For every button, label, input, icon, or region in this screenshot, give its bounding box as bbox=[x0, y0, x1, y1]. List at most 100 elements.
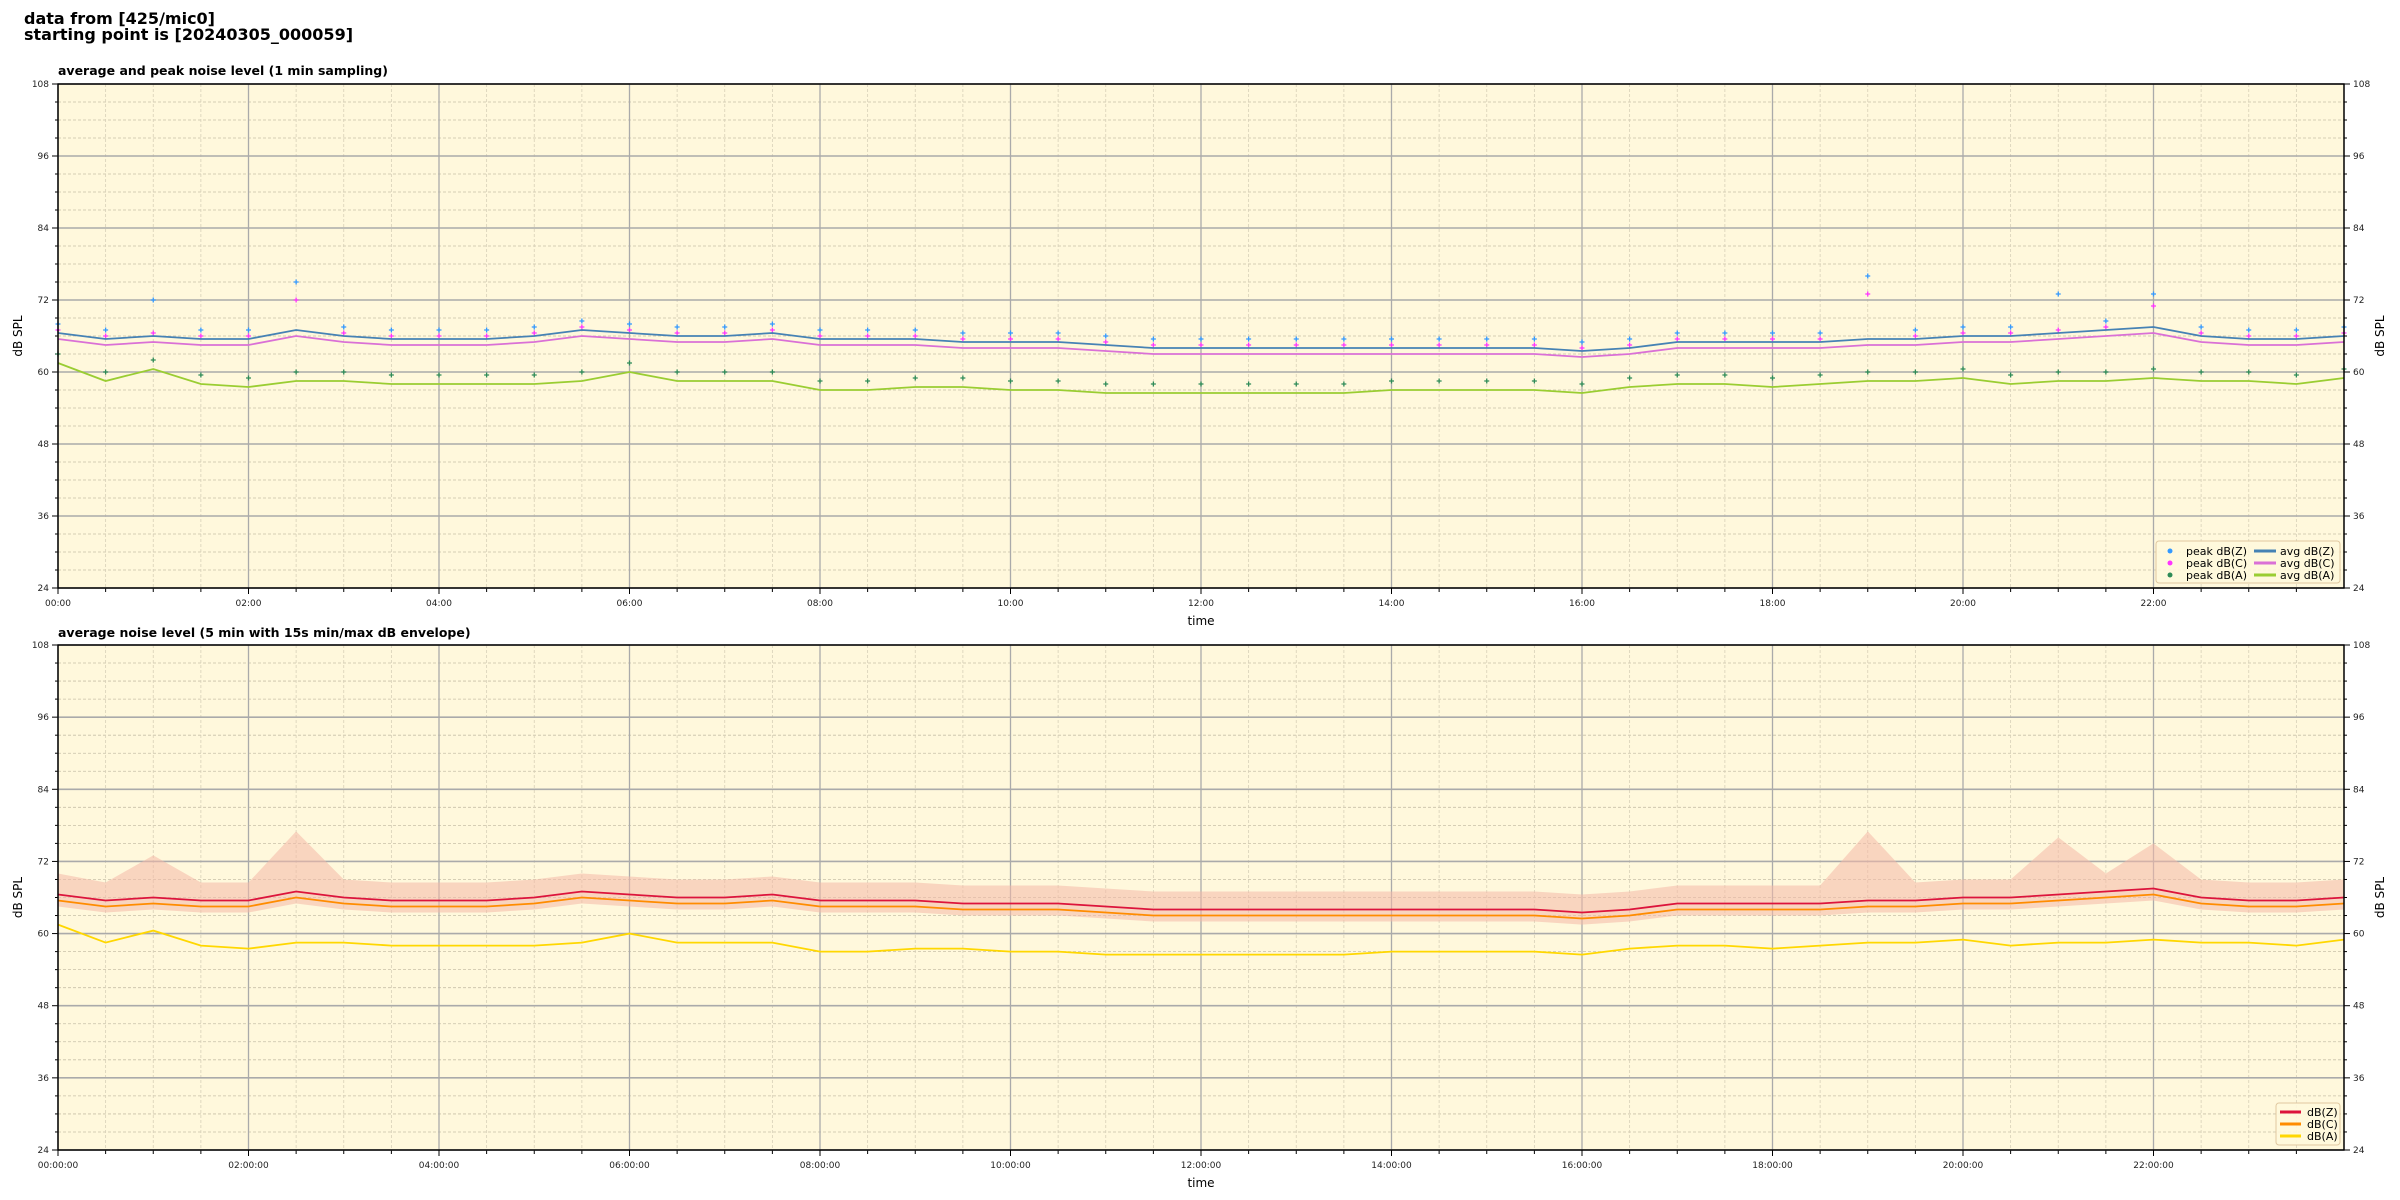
plot-frame bbox=[57, 83, 2345, 589]
peak-point bbox=[1627, 336, 1633, 342]
peak-point bbox=[1960, 366, 1966, 372]
peak-point bbox=[293, 297, 299, 303]
legend-label: peak dB(A) bbox=[2186, 569, 2247, 582]
peak-point bbox=[2055, 291, 2061, 297]
peak-point bbox=[1008, 336, 1013, 342]
peak-point bbox=[722, 324, 728, 330]
x-tick-label: 06:00:00 bbox=[609, 1161, 650, 1171]
peak-point bbox=[1055, 378, 1061, 384]
peak-point bbox=[341, 330, 347, 336]
y-tick-label-left: 96 bbox=[38, 713, 50, 723]
y-tick-label-right: 96 bbox=[2353, 713, 2365, 723]
x-tick-label: 04:00:00 bbox=[419, 1161, 460, 1171]
legend-marker bbox=[2167, 560, 2173, 566]
peak-point bbox=[1389, 342, 1394, 348]
x-tick-label: 22:00:00 bbox=[2133, 1161, 2174, 1171]
y-tick-label-right: 84 bbox=[2353, 785, 2365, 795]
series-line bbox=[57, 887, 2345, 914]
y-tick-label-left: 48 bbox=[38, 1002, 50, 1012]
series-line bbox=[57, 326, 2345, 352]
y-tick-label-right: 24 bbox=[2353, 1146, 2365, 1156]
y-tick-label-left: 60 bbox=[38, 930, 50, 940]
x-tick-label: 12:00:00 bbox=[1181, 1161, 1222, 1171]
peak-point bbox=[1198, 342, 1204, 348]
peak-point bbox=[1198, 336, 1204, 342]
peak-point bbox=[1341, 381, 1347, 387]
peak-point bbox=[1008, 330, 1013, 336]
peak-point bbox=[2246, 369, 2252, 375]
legend-label: dB(Z) bbox=[2307, 1106, 2338, 1119]
series-line bbox=[57, 362, 2345, 394]
peak-point bbox=[1293, 336, 1299, 342]
peak-point bbox=[246, 375, 251, 381]
plot-frame bbox=[57, 644, 2345, 1151]
peak-point bbox=[1770, 375, 1775, 381]
peak-point bbox=[1722, 336, 1728, 342]
header-source: data from [425/mic0] bbox=[24, 9, 215, 28]
chart-title-bottom: average noise level (5 min with 15s min/… bbox=[58, 625, 471, 640]
peak-point bbox=[1627, 342, 1633, 348]
peak-point bbox=[1770, 336, 1775, 342]
chart-peak-avg: 24 24 36 36 48 48 60 60 72 72 84 84 96 96 108 108 00:00 0… bbox=[11, 80, 2387, 628]
peak-point bbox=[1484, 378, 1490, 384]
y-tick-label-left: 72 bbox=[38, 857, 49, 867]
peak-point bbox=[2293, 327, 2299, 333]
series-line bbox=[57, 923, 2345, 956]
x-tick-label: 08:00 bbox=[807, 599, 833, 609]
y-tick-label-right: 72 bbox=[2353, 296, 2364, 306]
peak-point bbox=[1150, 342, 1156, 348]
peak-point bbox=[2008, 372, 2014, 378]
peak-point bbox=[1436, 336, 1442, 342]
peak-point bbox=[865, 327, 871, 333]
x-tick-label: 14:00 bbox=[1379, 599, 1405, 609]
x-tick-label: 14:00:00 bbox=[1371, 1161, 1412, 1171]
y-tick-label-left: 60 bbox=[38, 368, 50, 378]
peak-point bbox=[484, 372, 490, 378]
peak-point bbox=[817, 333, 823, 339]
peak-point bbox=[1722, 330, 1728, 336]
header-start-point: starting point is [20240305_000059] bbox=[24, 25, 353, 44]
peak-point bbox=[1912, 369, 1918, 375]
peak-point bbox=[1817, 330, 1823, 336]
peak-point bbox=[912, 333, 918, 339]
peak-point bbox=[1389, 378, 1394, 384]
y-tick-label-left: 84 bbox=[38, 224, 50, 234]
legend-label: peak dB(Z) bbox=[2186, 545, 2247, 558]
peak-point bbox=[769, 321, 775, 327]
peak-point bbox=[1531, 378, 1537, 384]
peak-point bbox=[436, 333, 442, 339]
peak-point bbox=[2293, 333, 2299, 339]
peak-point bbox=[388, 333, 394, 339]
chart-title-top: average and peak noise level (1 min samp… bbox=[58, 63, 388, 78]
peak-point bbox=[674, 330, 680, 336]
legend-marker bbox=[2167, 548, 2173, 554]
peak-point bbox=[150, 297, 156, 303]
peak-point bbox=[1674, 372, 1680, 378]
peak-point bbox=[1246, 381, 1252, 387]
x-tick-label: 18:00:00 bbox=[1752, 1161, 1793, 1171]
peak-point bbox=[579, 324, 585, 330]
y-tick-label-right: 60 bbox=[2353, 368, 2365, 378]
peak-point bbox=[2151, 291, 2156, 297]
peak-point bbox=[2055, 327, 2061, 333]
peak-point bbox=[1865, 369, 1871, 375]
peak-point bbox=[1103, 333, 1109, 339]
peak-point bbox=[627, 327, 632, 333]
peak-point bbox=[1579, 381, 1585, 387]
series-line bbox=[57, 893, 2345, 920]
peak-point bbox=[2198, 330, 2204, 336]
y-tick-label-right: 72 bbox=[2353, 857, 2364, 867]
peak-point bbox=[1912, 327, 1918, 333]
peak-point bbox=[341, 369, 347, 375]
y-tick-label-right: 36 bbox=[2353, 1074, 2365, 1084]
peak-point bbox=[865, 378, 871, 384]
y-tick-label-right: 24 bbox=[2353, 584, 2365, 594]
peak-point bbox=[2151, 303, 2156, 309]
legend: peak dB(Z)peak dB(C)peak dB(A)avg dB(Z)a… bbox=[2155, 540, 2341, 584]
peak-point bbox=[531, 324, 537, 330]
peak-point bbox=[1293, 342, 1299, 348]
peak-point bbox=[1627, 375, 1633, 381]
legend-label: dB(C) bbox=[2307, 1118, 2338, 1131]
x-tick-label: 04:00 bbox=[426, 599, 452, 609]
legend-label: avg dB(C) bbox=[2280, 557, 2335, 570]
